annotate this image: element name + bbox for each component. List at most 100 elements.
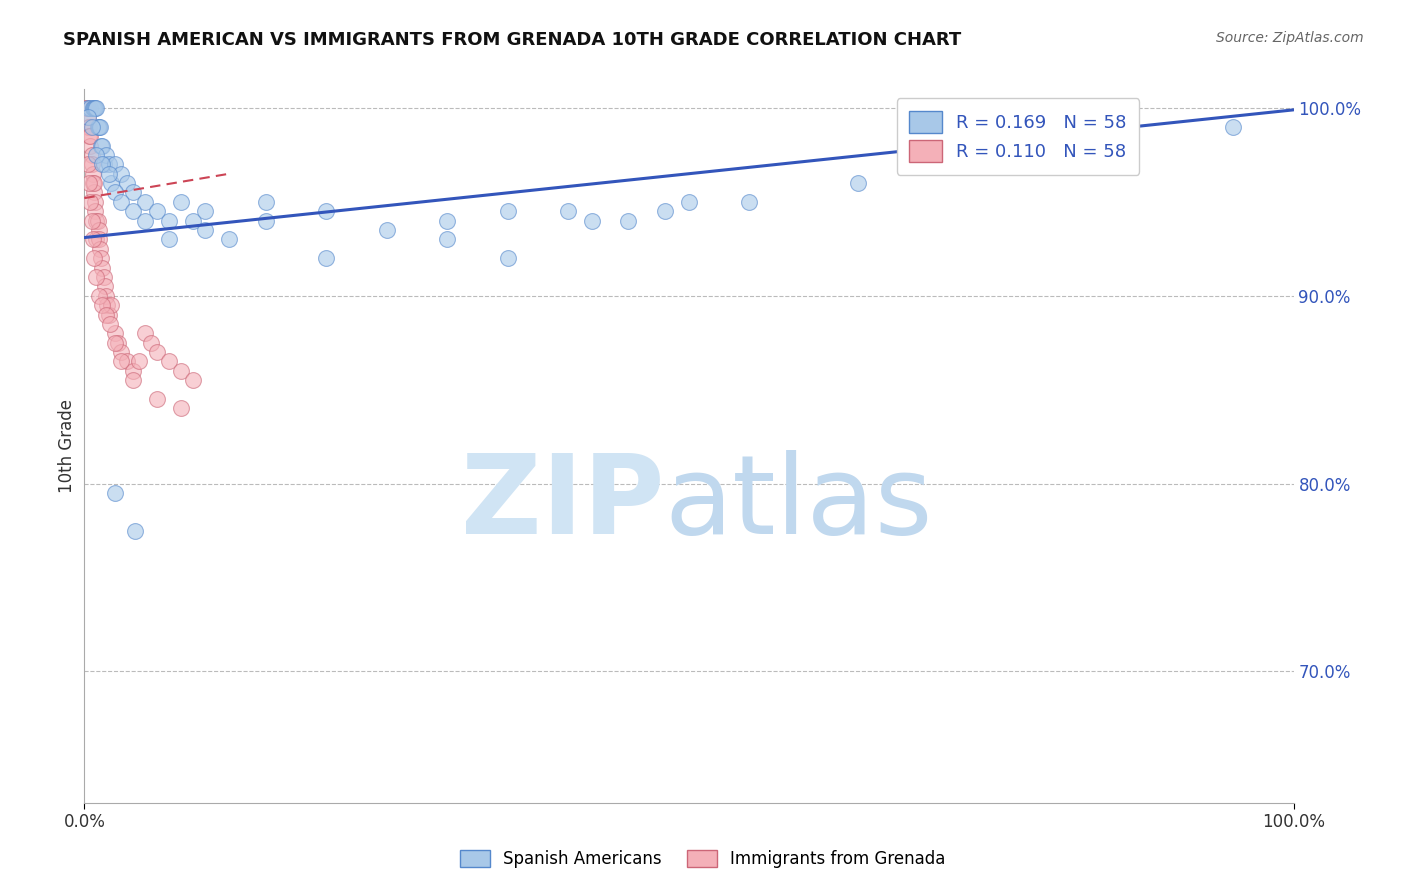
Point <box>170 364 193 378</box>
Point <box>436 232 458 246</box>
Point <box>581 213 603 227</box>
Point <box>80 120 103 134</box>
Point <box>121 186 143 200</box>
Text: atlas: atlas <box>665 450 934 557</box>
Point <box>87 223 110 237</box>
Point <box>181 373 204 387</box>
Point <box>86 148 108 162</box>
Point <box>315 204 337 219</box>
Point <box>97 308 120 322</box>
Point <box>79 101 101 115</box>
Point <box>110 345 132 359</box>
Point <box>194 223 217 237</box>
Legend: Spanish Americans, Immigrants from Grenada: Spanish Americans, Immigrants from Grena… <box>454 843 952 875</box>
Point <box>80 157 103 171</box>
Point <box>94 289 117 303</box>
Point <box>94 148 117 162</box>
Point <box>87 289 110 303</box>
Point <box>97 167 120 181</box>
Point <box>100 176 122 190</box>
Point <box>139 335 162 350</box>
Point <box>83 251 105 265</box>
Point <box>496 204 519 219</box>
Point <box>86 213 108 227</box>
Point <box>375 223 398 237</box>
Point <box>128 354 150 368</box>
Point <box>124 524 146 538</box>
Point <box>82 101 104 115</box>
Point <box>77 176 100 190</box>
Point <box>738 194 761 209</box>
Point <box>110 167 132 181</box>
Legend: R = 0.169   N = 58, R = 0.110   N = 58: R = 0.169 N = 58, R = 0.110 N = 58 <box>897 98 1139 175</box>
Point <box>86 120 108 134</box>
Point <box>83 186 105 200</box>
Point <box>170 194 193 209</box>
Point <box>104 486 127 500</box>
Point <box>157 354 180 368</box>
Point <box>86 270 108 285</box>
Point <box>436 213 458 227</box>
Point <box>86 101 108 115</box>
Point <box>86 232 108 246</box>
Point <box>93 270 115 285</box>
Point <box>75 101 97 115</box>
Point <box>84 194 107 209</box>
Point <box>94 279 117 293</box>
Point <box>79 194 101 209</box>
Point <box>82 176 104 190</box>
Point <box>90 138 112 153</box>
Text: SPANISH AMERICAN VS IMMIGRANTS FROM GRENADA 10TH GRADE CORRELATION CHART: SPANISH AMERICAN VS IMMIGRANTS FROM GREN… <box>63 31 962 49</box>
Point <box>83 101 105 115</box>
Point <box>496 251 519 265</box>
Point <box>80 148 103 162</box>
Point <box>91 260 114 275</box>
Text: ZIP: ZIP <box>461 450 665 557</box>
Point <box>77 120 100 134</box>
Point <box>80 213 103 227</box>
Point <box>87 232 110 246</box>
Y-axis label: 10th Grade: 10th Grade <box>58 399 76 493</box>
Point <box>1101 148 1123 162</box>
Point <box>146 204 169 219</box>
Point <box>218 232 240 246</box>
Point <box>115 354 138 368</box>
Point <box>194 204 217 219</box>
Point <box>104 157 127 171</box>
Point <box>90 251 112 265</box>
Point <box>79 129 101 144</box>
Point <box>121 373 143 387</box>
Point <box>846 176 869 190</box>
Point <box>94 308 117 322</box>
Point <box>76 101 98 115</box>
Point <box>557 204 579 219</box>
Point <box>134 213 156 227</box>
Point <box>104 326 127 341</box>
Point <box>91 138 114 153</box>
Point <box>91 298 114 312</box>
Point <box>107 335 129 350</box>
Point <box>617 213 640 227</box>
Point <box>254 194 277 209</box>
Point <box>77 111 100 125</box>
Point <box>104 335 127 350</box>
Point <box>254 213 277 227</box>
Point <box>87 120 110 134</box>
Point <box>134 326 156 341</box>
Point <box>89 242 111 256</box>
Point <box>170 401 193 416</box>
Point <box>678 194 700 209</box>
Point <box>146 392 169 406</box>
Point <box>84 204 107 219</box>
Point <box>110 354 132 368</box>
Point <box>77 129 100 144</box>
Point <box>79 138 101 153</box>
Point <box>98 317 121 331</box>
Point <box>943 157 966 171</box>
Point <box>89 120 111 134</box>
Point <box>121 364 143 378</box>
Point <box>121 204 143 219</box>
Point <box>82 232 104 246</box>
Point <box>97 157 120 171</box>
Point <box>77 101 100 115</box>
